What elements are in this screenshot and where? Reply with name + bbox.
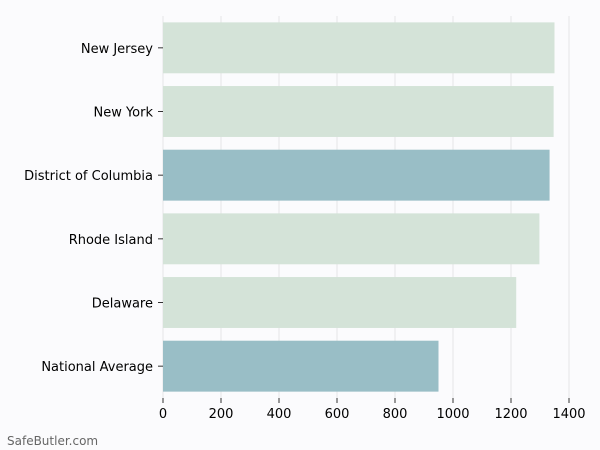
y-tick-label-new-jersey: New Jersey — [81, 42, 153, 57]
y-tick-label-delaware: Delaware — [92, 297, 153, 312]
x-tick-label-800: 800 — [383, 407, 408, 422]
bar-delaware — [163, 277, 517, 328]
x-tick-label-1400: 1400 — [552, 407, 585, 422]
tick-labels: 0 200 400 600 800 1000 1200 1400 New Jersey New Y… — [24, 42, 585, 422]
bar-new-jersey — [163, 22, 555, 74]
bar-rhode-island — [163, 213, 540, 265]
bar-national-average — [163, 340, 439, 392]
x-tick-label-0: 0 — [159, 407, 167, 422]
bar-new-york — [163, 86, 554, 137]
x-tick-label-1000: 1000 — [436, 407, 469, 422]
x-tick-label-600: 600 — [325, 407, 350, 422]
y-tick-label-district-of-columbia: District of Columbia — [24, 169, 153, 184]
bar-district-of-columbia — [163, 149, 550, 201]
axes — [158, 47, 570, 403]
y-tick-label-national-average: National Average — [41, 360, 153, 375]
x-tick-label-1200: 1200 — [494, 407, 527, 422]
watermark: SafeButler.com — [7, 434, 99, 448]
y-tick-label-new-york: New York — [93, 106, 153, 121]
y-tick-label-rhode-island: Rhode Island — [69, 233, 153, 248]
bars — [163, 22, 555, 392]
x-tick-label-400: 400 — [267, 407, 292, 422]
x-tick-label-200: 200 — [209, 407, 234, 422]
grid-lines — [162, 16, 570, 398]
